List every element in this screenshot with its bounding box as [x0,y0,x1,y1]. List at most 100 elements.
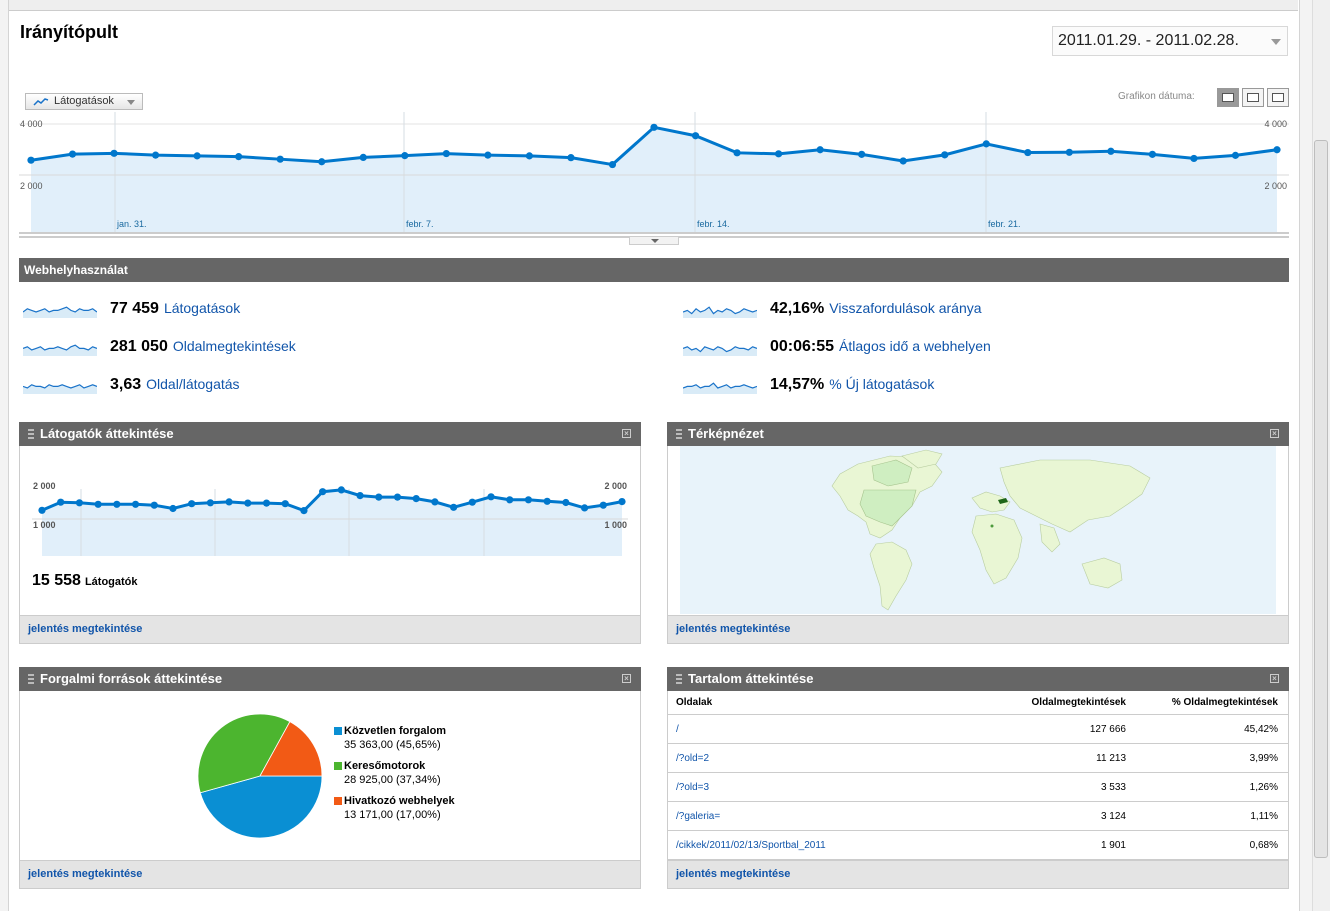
panel-footer: jelentés megtekintése [20,615,640,643]
stat-link[interactable]: Oldal/látogatás [146,376,240,392]
panel-header[interactable]: Forgalmi források áttekintése × [19,667,641,691]
data-point [650,123,658,131]
data-point [281,500,289,508]
y-tick-label: 2 000 [1264,181,1287,191]
panel-footer: jelentés megtekintése [668,615,1288,643]
data-point [450,503,458,511]
data-point [431,498,439,506]
week-view-button[interactable] [1242,88,1264,107]
data-point [356,492,364,500]
panel-footer: jelentés megtekintése [668,860,1288,888]
site-usage-header: Webhelyhasználat [19,258,1289,282]
data-point [487,493,495,501]
data-point [691,132,700,140]
pageviews-cell: 11 213 [1096,753,1126,764]
drag-handle-icon[interactable] [676,674,682,684]
panel-title: Térképnézet [688,426,764,441]
stat-link[interactable]: Látogatások [163,300,241,316]
graph-by-label: Grafikon dátuma: [1118,91,1195,102]
data-point [150,501,158,509]
sparkline-icon [23,344,97,356]
data-point [524,496,533,504]
data-point [608,160,617,169]
data-point [982,140,990,148]
visitors-total: 15 558 Látogatók [32,572,138,590]
drag-handle-icon[interactable] [28,429,34,439]
close-icon[interactable]: × [622,429,631,438]
pageviews-percent-cell: 45,42% [1244,724,1278,735]
data-point [442,149,450,158]
data-point [1148,150,1156,158]
drag-handle-icon[interactable] [28,674,34,684]
data-point [506,496,514,504]
data-point [68,150,77,158]
view-report-link[interactable]: jelentés megtekintése [676,623,791,635]
data-point [1190,154,1198,163]
legend-value: 13 171,00 (17,00%) [344,809,441,821]
data-point [131,500,140,508]
data-point [75,499,84,507]
drag-handle-icon[interactable] [676,429,682,439]
data-point [733,149,741,157]
stat-link[interactable]: Átlagos idő a webhelyen [839,338,991,354]
stat-link[interactable]: Visszafordulások aránya [829,300,982,316]
page-path-link[interactable]: /?old=2 [676,753,710,764]
legend-swatch [334,727,342,735]
data-point [262,499,271,507]
table-row: /?galeria= 3 124 1,11% [668,802,1288,831]
page-path-link[interactable]: /cikkek/2011/02/13/Sportbal_2011 [676,840,826,851]
close-icon[interactable]: × [1270,674,1279,683]
chevron-down-icon [1271,39,1281,45]
pageviews-cell: 127 666 [1089,724,1126,735]
panel-header[interactable]: Tartalom áttekintése × [667,667,1289,691]
data-point [244,499,252,507]
date-range-picker[interactable]: 2011.01.29. - 2011.02.28. [1052,26,1288,56]
view-report-link[interactable]: jelentés megtekintése [28,868,143,880]
sparkline-icon [683,382,757,394]
stat-link[interactable]: Oldalmegtekintések [172,338,296,354]
panel-header[interactable]: Látogatók áttekintése × [19,422,641,446]
data-point [225,498,233,506]
column-header[interactable]: % Oldalmegtekintések [1171,697,1278,708]
data-point [359,153,367,162]
traffic-sources-panel: Forgalmi források áttekintése × Közvetlen… [19,667,641,889]
y-tick-label: 2 000 [33,481,56,491]
pie-slice [199,775,323,839]
sparkline-icon [23,306,97,318]
view-report-link[interactable]: jelentés megtekintése [676,868,791,880]
pageviews-percent-cell: 0,68% [1249,840,1278,851]
column-header[interactable]: Oldalmegtekintések [1031,697,1126,708]
page-path-link[interactable]: /?old=3 [676,782,710,793]
pageviews-percent-cell: 1,11% [1250,811,1278,822]
data-point [1024,148,1032,157]
world-map[interactable] [680,446,1276,614]
data-point [393,493,402,501]
window-frame-left [0,0,9,911]
data-point [468,498,476,506]
legend-value: 28 925,00 (37,34%) [344,774,441,786]
data-point [816,146,824,154]
table-row: / 127 666 45,42% [668,715,1288,744]
close-icon[interactable]: × [622,674,631,683]
data-point [401,152,409,160]
month-view-button[interactable] [1267,88,1289,107]
view-report-link[interactable]: jelentés megtekintése [28,623,143,635]
day-view-button[interactable] [1217,88,1239,107]
panel-header[interactable]: Térképnézet × [667,422,1289,446]
chart-collapse-handle[interactable] [629,236,679,245]
page-path-link[interactable]: / [676,724,679,735]
stat-link[interactable]: % Új látogatások [829,376,935,392]
metric-dropdown[interactable]: Látogatások [25,93,143,110]
page-path-link[interactable]: /?galeria= [676,811,721,822]
x-tick-label: jan. 31. [116,219,147,229]
visits-chart: 4 000 4 000 2 000 2 000 jan. 31. febr. 7. febr… [19,112,1289,238]
data-point [543,497,551,505]
column-header[interactable]: Oldalak [676,697,713,708]
data-point [276,155,284,163]
sparkline-icon [23,384,97,394]
y-tick-label: 4 000 [20,119,43,129]
close-icon[interactable]: × [1270,429,1279,438]
legend-value: 35 363,00 (45,65%) [344,739,441,751]
table-row: /?old=2 11 213 3,99% [668,744,1288,773]
scrollbar-thumb[interactable] [1314,140,1328,858]
